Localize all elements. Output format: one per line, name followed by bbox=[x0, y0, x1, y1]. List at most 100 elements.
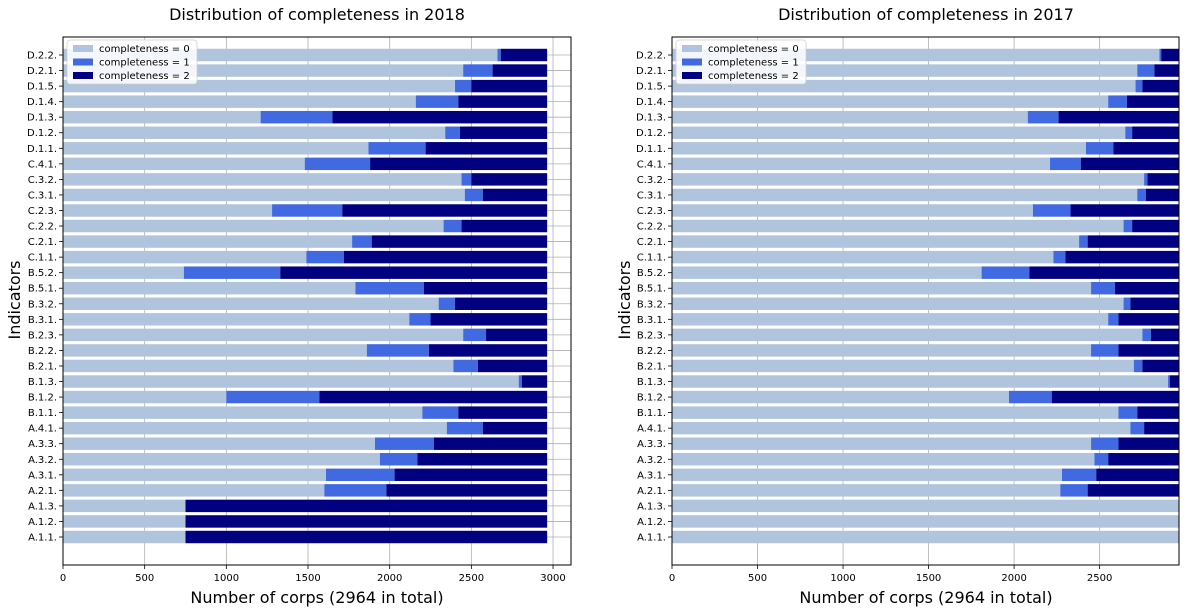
bar-D-1-1-c2 bbox=[1113, 142, 1179, 155]
bar-B-3-2-c1 bbox=[1123, 297, 1131, 310]
bar-A-2-1-c2 bbox=[1087, 484, 1179, 497]
bar-C-3-1-c0 bbox=[672, 188, 1138, 202]
bar-D-1-5-c2 bbox=[1142, 79, 1179, 93]
bar-B-2-3-c0 bbox=[63, 328, 464, 342]
y-tick-label: D.1.4. bbox=[27, 97, 57, 108]
y-tick-label: D.2.2. bbox=[27, 51, 57, 62]
bar-C-3-2-c0 bbox=[63, 173, 462, 186]
bar-B-5-1-c2 bbox=[1115, 282, 1179, 295]
bar-C-2-1-c0 bbox=[63, 235, 353, 248]
y-tick-label: B.3.2. bbox=[28, 299, 57, 310]
chart-title: Distribution of completeness in 2018 bbox=[169, 5, 465, 24]
bar-C-2-2-c1 bbox=[443, 219, 462, 233]
y-tick-label: B.1.1. bbox=[28, 408, 57, 419]
bar-B-5-1-c2 bbox=[423, 282, 548, 295]
y-tick-label: B.5.2. bbox=[637, 268, 666, 279]
y-tick-label: C.2.2. bbox=[637, 222, 666, 233]
bar-D-1-4-c1 bbox=[415, 95, 459, 108]
bar-D-1-4-c2 bbox=[1127, 95, 1179, 108]
bar-A-1-1-c0 bbox=[672, 530, 1179, 544]
x-axis-title: Number of corps (2964 in total) bbox=[190, 588, 443, 607]
y-tick-label: A.1.3. bbox=[637, 501, 666, 512]
y-tick-label: D.2.1. bbox=[636, 66, 666, 77]
y-tick-label: B.1.3. bbox=[637, 377, 666, 388]
bar-A-4-1-c1 bbox=[1130, 421, 1145, 435]
bar-B-5-2-c0 bbox=[672, 266, 982, 279]
bar-C-2-2-c2 bbox=[461, 219, 548, 233]
bar-B-1-3-c0 bbox=[672, 375, 1169, 388]
legend-box bbox=[675, 39, 807, 85]
bar-A-3-2-c0 bbox=[63, 453, 380, 466]
y-tick-label: C.2.1. bbox=[637, 237, 666, 248]
bar-B-1-1-c0 bbox=[672, 406, 1119, 419]
bar-B-3-1-c1 bbox=[1108, 313, 1119, 326]
bar-D-1-4-c0 bbox=[63, 95, 416, 108]
bar-C-2-3-c1 bbox=[1032, 204, 1071, 217]
bar-C-3-1-c0 bbox=[63, 188, 465, 202]
bar-B-1-3-c2 bbox=[1169, 375, 1179, 388]
chart-2017: Distribution of completeness in 2017 Num… bbox=[615, 5, 1180, 607]
y-tick-label: D.1.2. bbox=[27, 128, 57, 139]
y-tick-label: A.4.1. bbox=[28, 424, 57, 435]
bar-B-1-2-c2 bbox=[319, 390, 548, 404]
bar-C-2-1-c0 bbox=[672, 235, 1080, 248]
x-axis-title: Number of corps (2964 in total) bbox=[799, 588, 1052, 607]
bar-C-4-1-c1 bbox=[304, 157, 371, 171]
y-tick-label: C.3.2. bbox=[28, 175, 57, 186]
bar-A-3-1-c1 bbox=[1062, 468, 1097, 482]
y-tick-label: A.3.3. bbox=[637, 439, 666, 450]
y-tick-label: C.1.1. bbox=[637, 253, 666, 264]
y-tick-label: C.3.1. bbox=[28, 190, 57, 201]
bar-C-2-1-c2 bbox=[371, 235, 548, 248]
bar-B-3-2-c1 bbox=[438, 297, 456, 310]
y-tick-label: B.2.3. bbox=[637, 330, 666, 341]
x-tick-label: 2500 bbox=[1087, 573, 1112, 584]
bar-D-1-4-c0 bbox=[672, 95, 1109, 108]
bar-A-1-3-c0 bbox=[672, 499, 1179, 513]
bar-B-5-1-c1 bbox=[1091, 282, 1116, 295]
bar-A-3-1-c1 bbox=[325, 468, 395, 482]
bar-C-3-1-c2 bbox=[1145, 188, 1179, 202]
y-tick-label: C.3.1. bbox=[637, 190, 666, 201]
bar-B-5-2-c2 bbox=[280, 266, 548, 279]
bar-D-2-1-c1 bbox=[1137, 64, 1155, 77]
bar-C-1-1-c0 bbox=[63, 250, 307, 264]
bar-C-4-1-c0 bbox=[63, 157, 305, 171]
bar-C-2-1-c1 bbox=[1079, 235, 1088, 248]
x-tick-label: 1500 bbox=[295, 573, 320, 584]
bar-C-4-1-c0 bbox=[672, 157, 1051, 171]
bar-D-2-2-c2 bbox=[1161, 48, 1179, 62]
y-tick-label: C.2.2. bbox=[28, 222, 57, 233]
legend-label: completeness = 0 bbox=[99, 44, 190, 55]
y-tick-label: C.4.1. bbox=[28, 159, 57, 170]
y-tick-label: A.1.1. bbox=[28, 533, 57, 544]
y-tick-label: D.1.5. bbox=[636, 82, 666, 93]
bar-C-2-3-c0 bbox=[63, 204, 273, 217]
legend-swatch bbox=[73, 72, 93, 79]
y-tick-label: B.2.2. bbox=[637, 346, 666, 357]
bar-C-2-3-c2 bbox=[1070, 204, 1179, 217]
x-tick-label: 1500 bbox=[916, 573, 941, 584]
bar-A-3-2-c2 bbox=[1108, 453, 1179, 466]
bar-B-1-2-c0 bbox=[672, 390, 1009, 404]
bar-C-3-2-c1 bbox=[461, 173, 472, 186]
bar-A-2-1-c1 bbox=[1060, 484, 1088, 497]
legend-box bbox=[66, 39, 198, 85]
y-tick-label: B.3.1. bbox=[637, 315, 666, 326]
bar-B-2-2-c2 bbox=[1118, 344, 1179, 357]
bar-C-2-3-c1 bbox=[272, 204, 343, 217]
bar-A-3-3-c0 bbox=[63, 437, 375, 450]
y-tick-label: D.1.3. bbox=[636, 113, 666, 124]
bar-C-1-1-c1 bbox=[306, 250, 344, 264]
bar-A-3-1-c0 bbox=[672, 468, 1062, 482]
bar-B-3-2-c0 bbox=[63, 297, 439, 310]
y-axis-title: Indicators bbox=[615, 260, 634, 339]
x-tick-label: 500 bbox=[135, 573, 154, 584]
bar-B-1-1-c1 bbox=[1118, 406, 1138, 419]
bar-A-4-1-c1 bbox=[446, 421, 483, 435]
bar-B-2-1-c2 bbox=[477, 359, 548, 373]
y-tick-label: B.3.1. bbox=[28, 315, 57, 326]
y-tick-label: B.1.3. bbox=[28, 377, 57, 388]
y-tick-label: A.1.2. bbox=[637, 517, 666, 528]
bar-B-3-1-c2 bbox=[430, 313, 548, 326]
